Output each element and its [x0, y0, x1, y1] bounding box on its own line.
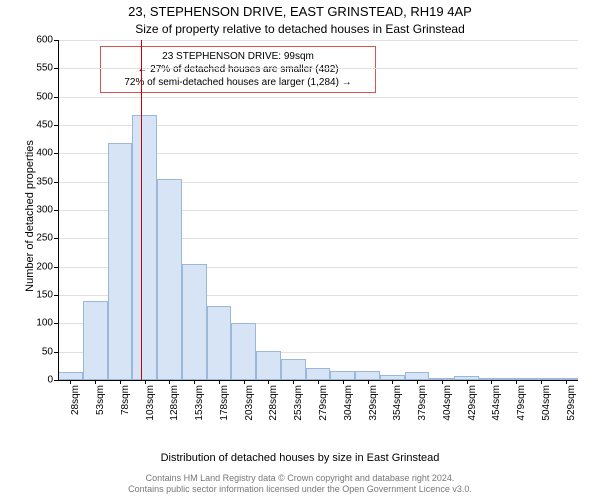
histogram-bar	[330, 371, 355, 380]
histogram-bar	[231, 323, 256, 380]
chart-container: 23, STEPHENSON DRIVE, EAST GRINSTEAD, RH…	[0, 0, 600, 500]
y-tick-label: 200	[23, 261, 53, 272]
histogram-bar	[132, 115, 157, 380]
x-tick-label: 454sqm	[491, 385, 502, 425]
y-tick-label: 600	[23, 35, 53, 46]
footnote-line1: Contains HM Land Registry data © Crown c…	[0, 473, 600, 485]
x-tick-label: 429sqm	[467, 385, 478, 425]
chart-subtitle: Size of property relative to detached ho…	[0, 22, 600, 36]
histogram-bar	[405, 372, 430, 380]
x-tick-label: 203sqm	[244, 385, 255, 425]
grid-line	[58, 40, 578, 41]
x-tick-label: 178sqm	[219, 385, 230, 425]
y-tick-label: 450	[23, 120, 53, 131]
y-tick-label: 250	[23, 233, 53, 244]
histogram-bar	[182, 264, 207, 380]
y-axis-label: Number of detached properties	[24, 116, 36, 316]
histogram-bar	[157, 179, 182, 380]
x-tick-label: 128sqm	[169, 385, 180, 425]
chart-title: 23, STEPHENSON DRIVE, EAST GRINSTEAD, RH…	[0, 4, 600, 19]
histogram-bar	[355, 371, 380, 380]
x-tick-label: 529sqm	[566, 385, 577, 425]
marker-line	[141, 40, 143, 380]
x-tick-label: 304sqm	[343, 385, 354, 425]
x-tick-label: 279sqm	[318, 385, 329, 425]
x-tick-label: 404sqm	[442, 385, 453, 425]
x-tick-label: 354sqm	[392, 385, 403, 425]
y-axis-line	[58, 40, 59, 380]
y-tick-label: 350	[23, 176, 53, 187]
y-tick-label: 500	[23, 91, 53, 102]
x-tick-label: 28sqm	[70, 385, 81, 425]
y-tick-label: 0	[23, 375, 53, 386]
chart-area: 05010015020025030035040045050055060028sq…	[58, 40, 578, 380]
grid-line	[58, 68, 578, 69]
footnote: Contains HM Land Registry data © Crown c…	[0, 473, 600, 496]
x-tick-label: 228sqm	[268, 385, 279, 425]
x-tick-label: 329sqm	[368, 385, 379, 425]
histogram-bar	[281, 359, 306, 380]
x-tick-label: 153sqm	[194, 385, 205, 425]
footnote-line2: Contains public sector information licen…	[0, 484, 600, 496]
x-tick-label: 103sqm	[145, 385, 156, 425]
y-tick-label: 400	[23, 148, 53, 159]
x-axis-label: Distribution of detached houses by size …	[0, 452, 600, 464]
y-tick-label: 50	[23, 346, 53, 357]
x-tick-label: 379sqm	[417, 385, 428, 425]
histogram-bar	[256, 351, 281, 380]
x-axis-line	[58, 380, 578, 381]
x-tick-label: 479sqm	[516, 385, 527, 425]
histogram-bar	[58, 372, 83, 381]
x-tick-label: 253sqm	[293, 385, 304, 425]
grid-line	[58, 97, 578, 98]
histogram-bar	[306, 368, 331, 380]
histogram-bar	[108, 143, 133, 380]
x-tick-label: 504sqm	[541, 385, 552, 425]
y-tick-label: 300	[23, 205, 53, 216]
y-tick-label: 150	[23, 290, 53, 301]
x-tick-label: 53sqm	[95, 385, 106, 425]
histogram-bar	[207, 306, 232, 380]
x-tick-label: 78sqm	[120, 385, 131, 425]
histogram-bar	[83, 301, 108, 380]
y-tick-label: 100	[23, 318, 53, 329]
y-tick-label: 550	[23, 63, 53, 74]
